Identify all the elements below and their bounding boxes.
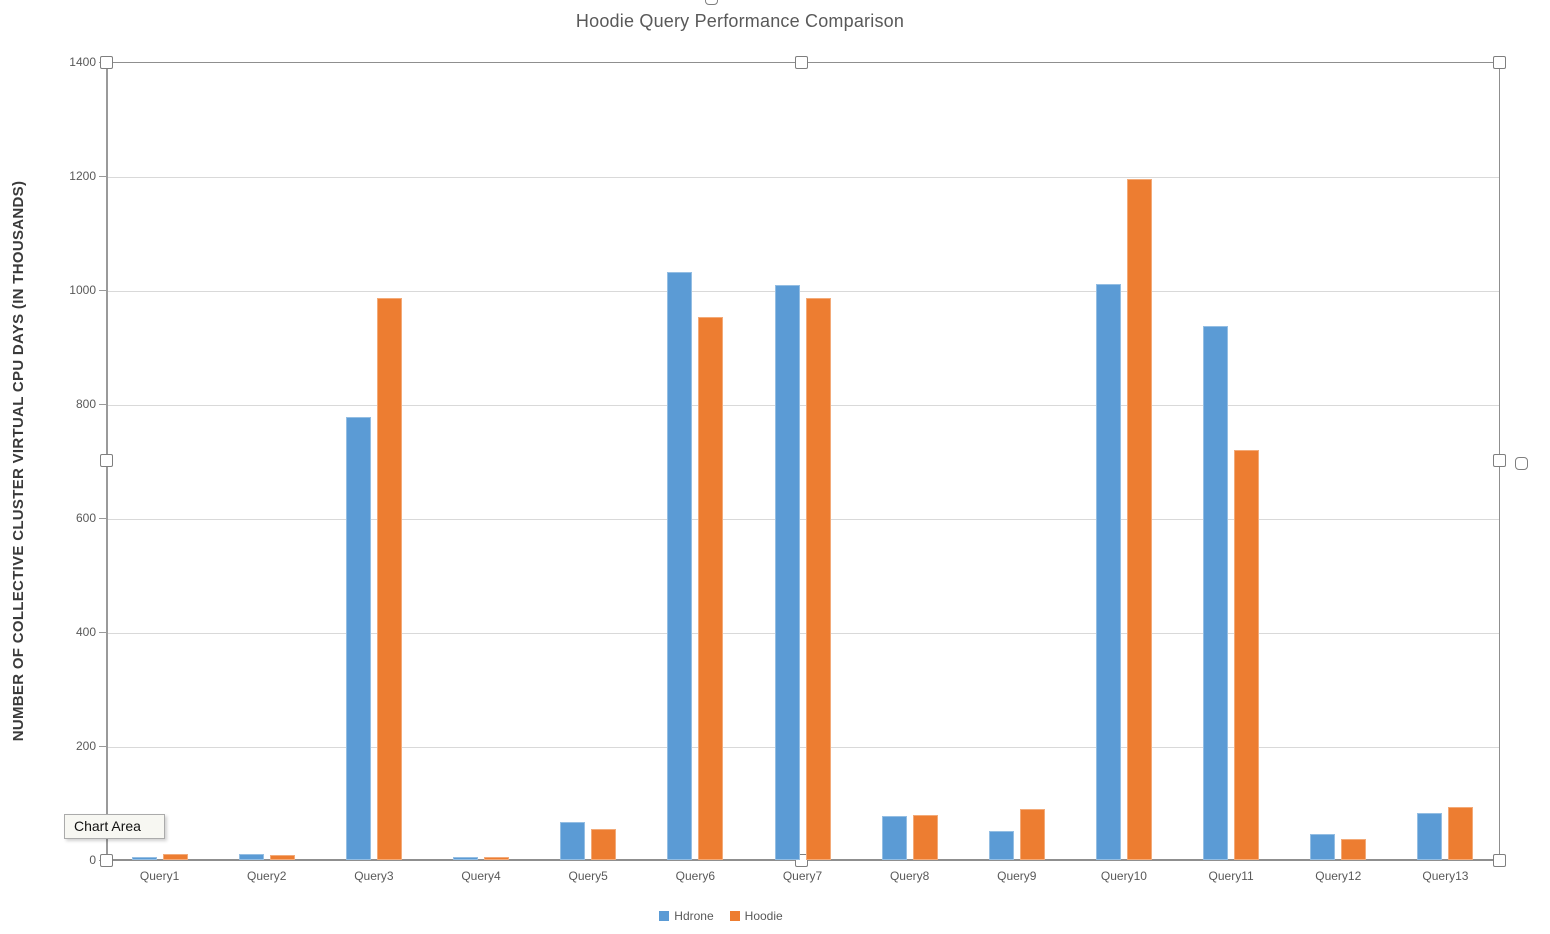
selection-handle[interactable] [794, 55, 808, 69]
y-axis-tick [99, 290, 106, 291]
selection-handle[interactable] [99, 853, 113, 867]
gridline [106, 177, 1499, 178]
y-axis-tick [99, 746, 106, 747]
x-axis-label[interactable]: Query3 [354, 869, 394, 883]
legend-item-hoodie[interactable]: Hoodie [729, 909, 783, 923]
y-axis-tick-label[interactable]: 800 [75, 397, 96, 411]
gridline [106, 291, 1499, 292]
y-axis-tick-label[interactable]: 600 [75, 511, 96, 525]
selection-handle[interactable] [704, 0, 718, 5]
bar-hdrone-query7[interactable] [775, 284, 800, 860]
x-axis-label[interactable]: Query10 [1100, 869, 1147, 883]
y-axis-tick-label[interactable]: 1200 [69, 169, 96, 183]
x-axis-label[interactable]: Query2 [247, 869, 287, 883]
legend-label: Hoodie [744, 909, 783, 923]
bar-hoodie-query9[interactable] [1020, 809, 1045, 860]
legend-item-hdrone[interactable]: Hdrone [659, 909, 714, 923]
bar-hoodie-query10[interactable] [1127, 179, 1152, 860]
y-axis-tick-label[interactable]: 400 [75, 625, 96, 639]
bar-hdrone-query8[interactable] [882, 816, 907, 860]
bar-hoodie-query1[interactable] [163, 854, 188, 860]
y-axis-title[interactable]: NUMBER OF COLLECTIVE CLUSTER VIRTUAL CPU… [10, 180, 27, 742]
chart-title[interactable]: Hoodie Query Performance Comparison [575, 11, 905, 31]
bar-hoodie-query12[interactable] [1341, 838, 1366, 860]
legend-swatch-icon [659, 911, 670, 921]
x-axis-label[interactable]: Query12 [1315, 869, 1362, 883]
gridline [106, 747, 1499, 748]
x-axis-label[interactable]: Query4 [461, 869, 501, 883]
bar-hdrone-query10[interactable] [1096, 284, 1121, 860]
x-axis-label[interactable]: Query5 [568, 869, 608, 883]
y-axis-tick-label[interactable]: 200 [75, 739, 96, 753]
y-axis-tick [99, 404, 106, 405]
bar-hoodie-query13[interactable] [1448, 806, 1473, 860]
chart-area-tooltip: Chart Area [64, 814, 165, 839]
bar-hdrone-query12[interactable] [1310, 833, 1335, 860]
y-axis-tick [99, 632, 106, 633]
x-axis-label[interactable]: Query8 [889, 869, 930, 883]
y-axis-tick-label[interactable]: 1400 [69, 55, 96, 69]
bar-hoodie-query6[interactable] [698, 317, 723, 860]
x-axis-label[interactable]: Query11 [1208, 869, 1254, 883]
selection-handle[interactable] [1492, 853, 1506, 867]
x-axis-label[interactable]: Query7 [782, 869, 823, 883]
bar-hdrone-query2[interactable] [239, 854, 264, 860]
bar-hdrone-query9[interactable] [989, 830, 1014, 860]
y-axis-tick [99, 176, 106, 177]
legend[interactable]: Hdrone Hoodie [0, 906, 1442, 926]
selection-handle[interactable] [1492, 55, 1506, 69]
bar-hoodie-query2[interactable] [270, 854, 295, 860]
bar-hdrone-query13[interactable] [1417, 813, 1442, 860]
bar-hdrone-query5[interactable] [560, 821, 585, 860]
legend-label: Hdrone [674, 909, 714, 923]
selection-handle[interactable] [99, 55, 113, 69]
bar-hoodie-query5[interactable] [591, 828, 616, 860]
x-axis-label[interactable]: Query13 [1422, 869, 1469, 883]
bar-hoodie-query11[interactable] [1234, 450, 1259, 860]
gridline [106, 405, 1499, 406]
x-axis-label[interactable]: Query1 [139, 869, 180, 883]
y-axis-tick-label[interactable]: 0 [89, 853, 96, 867]
x-axis-label[interactable]: Query9 [997, 869, 1037, 883]
x-axis-label[interactable]: Query6 [675, 869, 716, 883]
plot-area[interactable] [106, 62, 1500, 861]
bar-hdrone-query3[interactable] [346, 416, 371, 860]
bar-hdrone-query11[interactable] [1203, 325, 1228, 860]
bar-hdrone-query4[interactable] [453, 857, 478, 860]
selection-handle[interactable] [1492, 453, 1506, 467]
selection-handle[interactable] [1514, 456, 1528, 470]
bar-hoodie-query7[interactable] [806, 297, 831, 860]
bar-hdrone-query1[interactable] [132, 856, 157, 860]
bar-hoodie-query8[interactable] [913, 814, 938, 860]
bar-hoodie-query4[interactable] [484, 857, 509, 860]
bar-hoodie-query3[interactable] [377, 297, 402, 860]
gridline [106, 633, 1499, 634]
bar-hdrone-query6[interactable] [667, 272, 692, 860]
y-axis-tick [99, 518, 106, 519]
y-axis-tick-label[interactable]: 1000 [69, 283, 96, 297]
gridline [106, 519, 1499, 520]
selection-handle[interactable] [99, 453, 113, 467]
legend-swatch-icon [729, 911, 740, 921]
